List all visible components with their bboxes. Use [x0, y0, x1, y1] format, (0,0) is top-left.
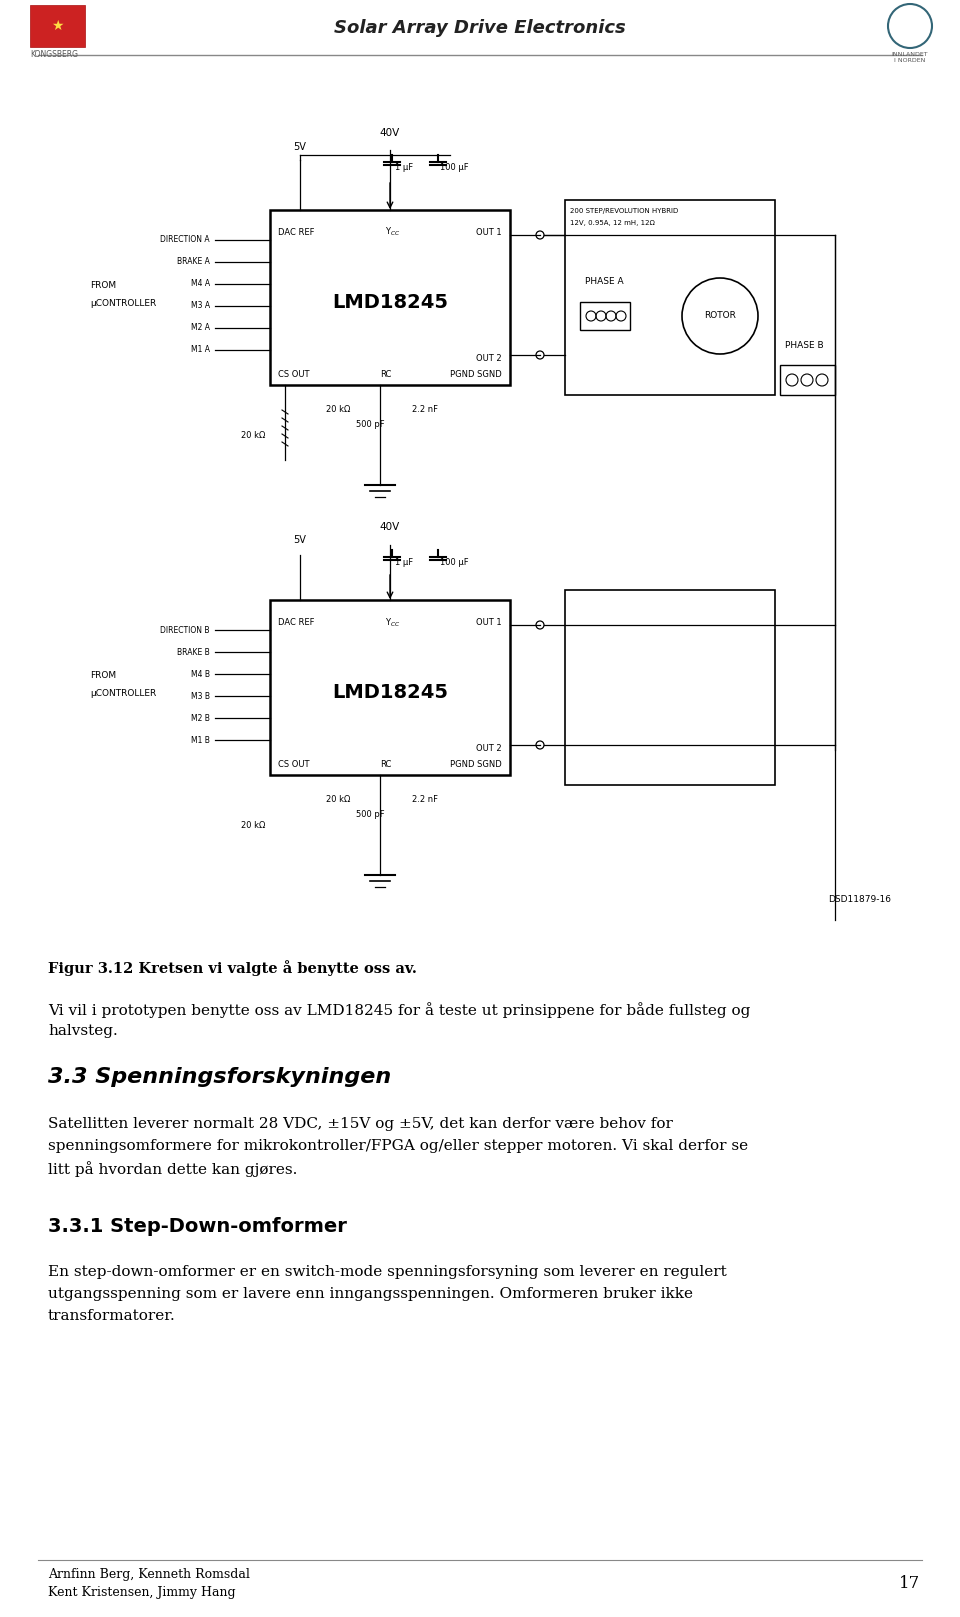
Text: 17: 17: [899, 1575, 920, 1593]
Text: 1 μF: 1 μF: [395, 558, 413, 566]
Text: PGND SGND: PGND SGND: [450, 370, 502, 378]
Text: DIRECTION B: DIRECTION B: [160, 626, 210, 634]
Text: KONGSBERG: KONGSBERG: [30, 50, 78, 58]
Circle shape: [536, 621, 544, 629]
Text: 5V: 5V: [294, 535, 306, 545]
Text: M3 A: M3 A: [191, 301, 210, 310]
Text: 2.2 nF: 2.2 nF: [412, 796, 438, 804]
Text: Y$_{CC}$: Y$_{CC}$: [385, 226, 400, 238]
Text: En step-down-omformer er en switch-mode spenningsforsyning som leverer en regule: En step-down-omformer er en switch-mode …: [48, 1264, 727, 1279]
Text: 100 μF: 100 μF: [440, 163, 468, 173]
Text: 40V: 40V: [380, 128, 400, 137]
Text: Solar Array Drive Electronics: Solar Array Drive Electronics: [334, 19, 626, 37]
Text: Kent Kristensen, Jimmy Hang: Kent Kristensen, Jimmy Hang: [48, 1586, 235, 1599]
Text: M1 A: M1 A: [191, 346, 210, 354]
Text: OUT 1: OUT 1: [476, 618, 502, 627]
Text: halvsteg.: halvsteg.: [48, 1024, 118, 1038]
Bar: [270, 210, 510, 385]
Text: 3.3.1 Step-Down-omformer: 3.3.1 Step-Down-omformer: [48, 1218, 347, 1235]
Text: OUT 2: OUT 2: [476, 354, 502, 362]
Circle shape: [536, 231, 544, 239]
Bar: [580, 302, 630, 330]
Text: PGND SGND: PGND SGND: [450, 760, 502, 770]
Bar: [780, 365, 835, 395]
Text: spenningsomformere for mikrokontroller/FPGA og/eller stepper motoren. Vi skal de: spenningsomformere for mikrokontroller/F…: [48, 1138, 748, 1153]
Text: FROM: FROM: [90, 671, 116, 679]
Text: 100 μF: 100 μF: [440, 558, 468, 566]
Text: DSD11879-16: DSD11879-16: [828, 894, 892, 904]
Bar: [565, 201, 775, 395]
Text: CS OUT: CS OUT: [278, 370, 309, 378]
Text: DAC REF: DAC REF: [278, 228, 315, 238]
Text: 20 kΩ: 20 kΩ: [241, 430, 265, 440]
Text: FROM: FROM: [90, 280, 116, 289]
Text: μCONTROLLER: μCONTROLLER: [90, 299, 156, 307]
Text: BRAKE B: BRAKE B: [178, 647, 210, 657]
Text: RC: RC: [380, 370, 392, 378]
Text: LMD18245: LMD18245: [332, 682, 448, 702]
Text: M2 A: M2 A: [191, 323, 210, 333]
Text: 200 STEP/REVOLUTION HYBRID: 200 STEP/REVOLUTION HYBRID: [570, 209, 679, 213]
Text: 2.2 nF: 2.2 nF: [412, 404, 438, 414]
Text: BRAKE A: BRAKE A: [178, 257, 210, 267]
Text: M4 B: M4 B: [191, 669, 210, 679]
Text: LMD18245: LMD18245: [332, 293, 448, 312]
Text: μCONTROLLER: μCONTROLLER: [90, 689, 156, 697]
Circle shape: [536, 351, 544, 359]
Text: 3.3 Spenningsforskyningen: 3.3 Spenningsforskyningen: [48, 1067, 392, 1087]
Text: M1 B: M1 B: [191, 736, 210, 744]
Text: M2 B: M2 B: [191, 713, 210, 723]
Text: M4 A: M4 A: [191, 280, 210, 288]
Text: OUT 1: OUT 1: [476, 228, 502, 238]
Text: M3 B: M3 B: [191, 692, 210, 700]
Text: 20 kΩ: 20 kΩ: [325, 404, 350, 414]
Text: 500 pF: 500 pF: [356, 810, 384, 818]
Text: 5V: 5V: [294, 142, 306, 152]
Bar: [565, 590, 775, 784]
Text: CS OUT: CS OUT: [278, 760, 309, 770]
Bar: [270, 600, 510, 775]
Text: 20 kΩ: 20 kΩ: [241, 820, 265, 830]
Text: PHASE B: PHASE B: [785, 341, 824, 349]
Bar: [30, 5, 85, 47]
Text: RC: RC: [380, 760, 392, 770]
Text: 20 kΩ: 20 kΩ: [325, 796, 350, 804]
Text: ★: ★: [51, 19, 63, 32]
Text: DAC REF: DAC REF: [278, 618, 315, 627]
Text: transformatorer.: transformatorer.: [48, 1310, 176, 1323]
Text: Y$_{CC}$: Y$_{CC}$: [385, 616, 400, 629]
Text: INNLANDET
I NORDEN: INNLANDET I NORDEN: [892, 52, 928, 63]
Text: 40V: 40V: [380, 522, 400, 532]
Text: 1 μF: 1 μF: [395, 163, 413, 173]
Text: 12V, 0.95A, 12 mH, 12Ω: 12V, 0.95A, 12 mH, 12Ω: [570, 220, 655, 226]
Text: Figur 3.12 Kretsen vi valgte å benytte oss av.: Figur 3.12 Kretsen vi valgte å benytte o…: [48, 960, 417, 977]
Text: utgangsspenning som er lavere enn inngangsspenningen. Omformeren bruker ikke: utgangsspenning som er lavere enn inngan…: [48, 1287, 693, 1302]
Text: Vi vil i prototypen benytte oss av LMD18245 for å teste ut prinsippene for både : Vi vil i prototypen benytte oss av LMD18…: [48, 1003, 751, 1017]
Text: Satellitten leverer normalt 28 VDC, ±15V og ±5V, det kan derfor være behov for: Satellitten leverer normalt 28 VDC, ±15V…: [48, 1117, 673, 1130]
Text: OUT 2: OUT 2: [476, 744, 502, 754]
Text: Arnfinn Berg, Kenneth Romsdal: Arnfinn Berg, Kenneth Romsdal: [48, 1568, 250, 1581]
Text: ROTOR: ROTOR: [704, 312, 736, 320]
Text: DIRECTION A: DIRECTION A: [160, 236, 210, 244]
Text: litt på hvordan dette kan gjøres.: litt på hvordan dette kan gjøres.: [48, 1161, 298, 1177]
Text: 500 pF: 500 pF: [356, 420, 384, 429]
Text: PHASE A: PHASE A: [585, 278, 624, 286]
Circle shape: [536, 741, 544, 749]
